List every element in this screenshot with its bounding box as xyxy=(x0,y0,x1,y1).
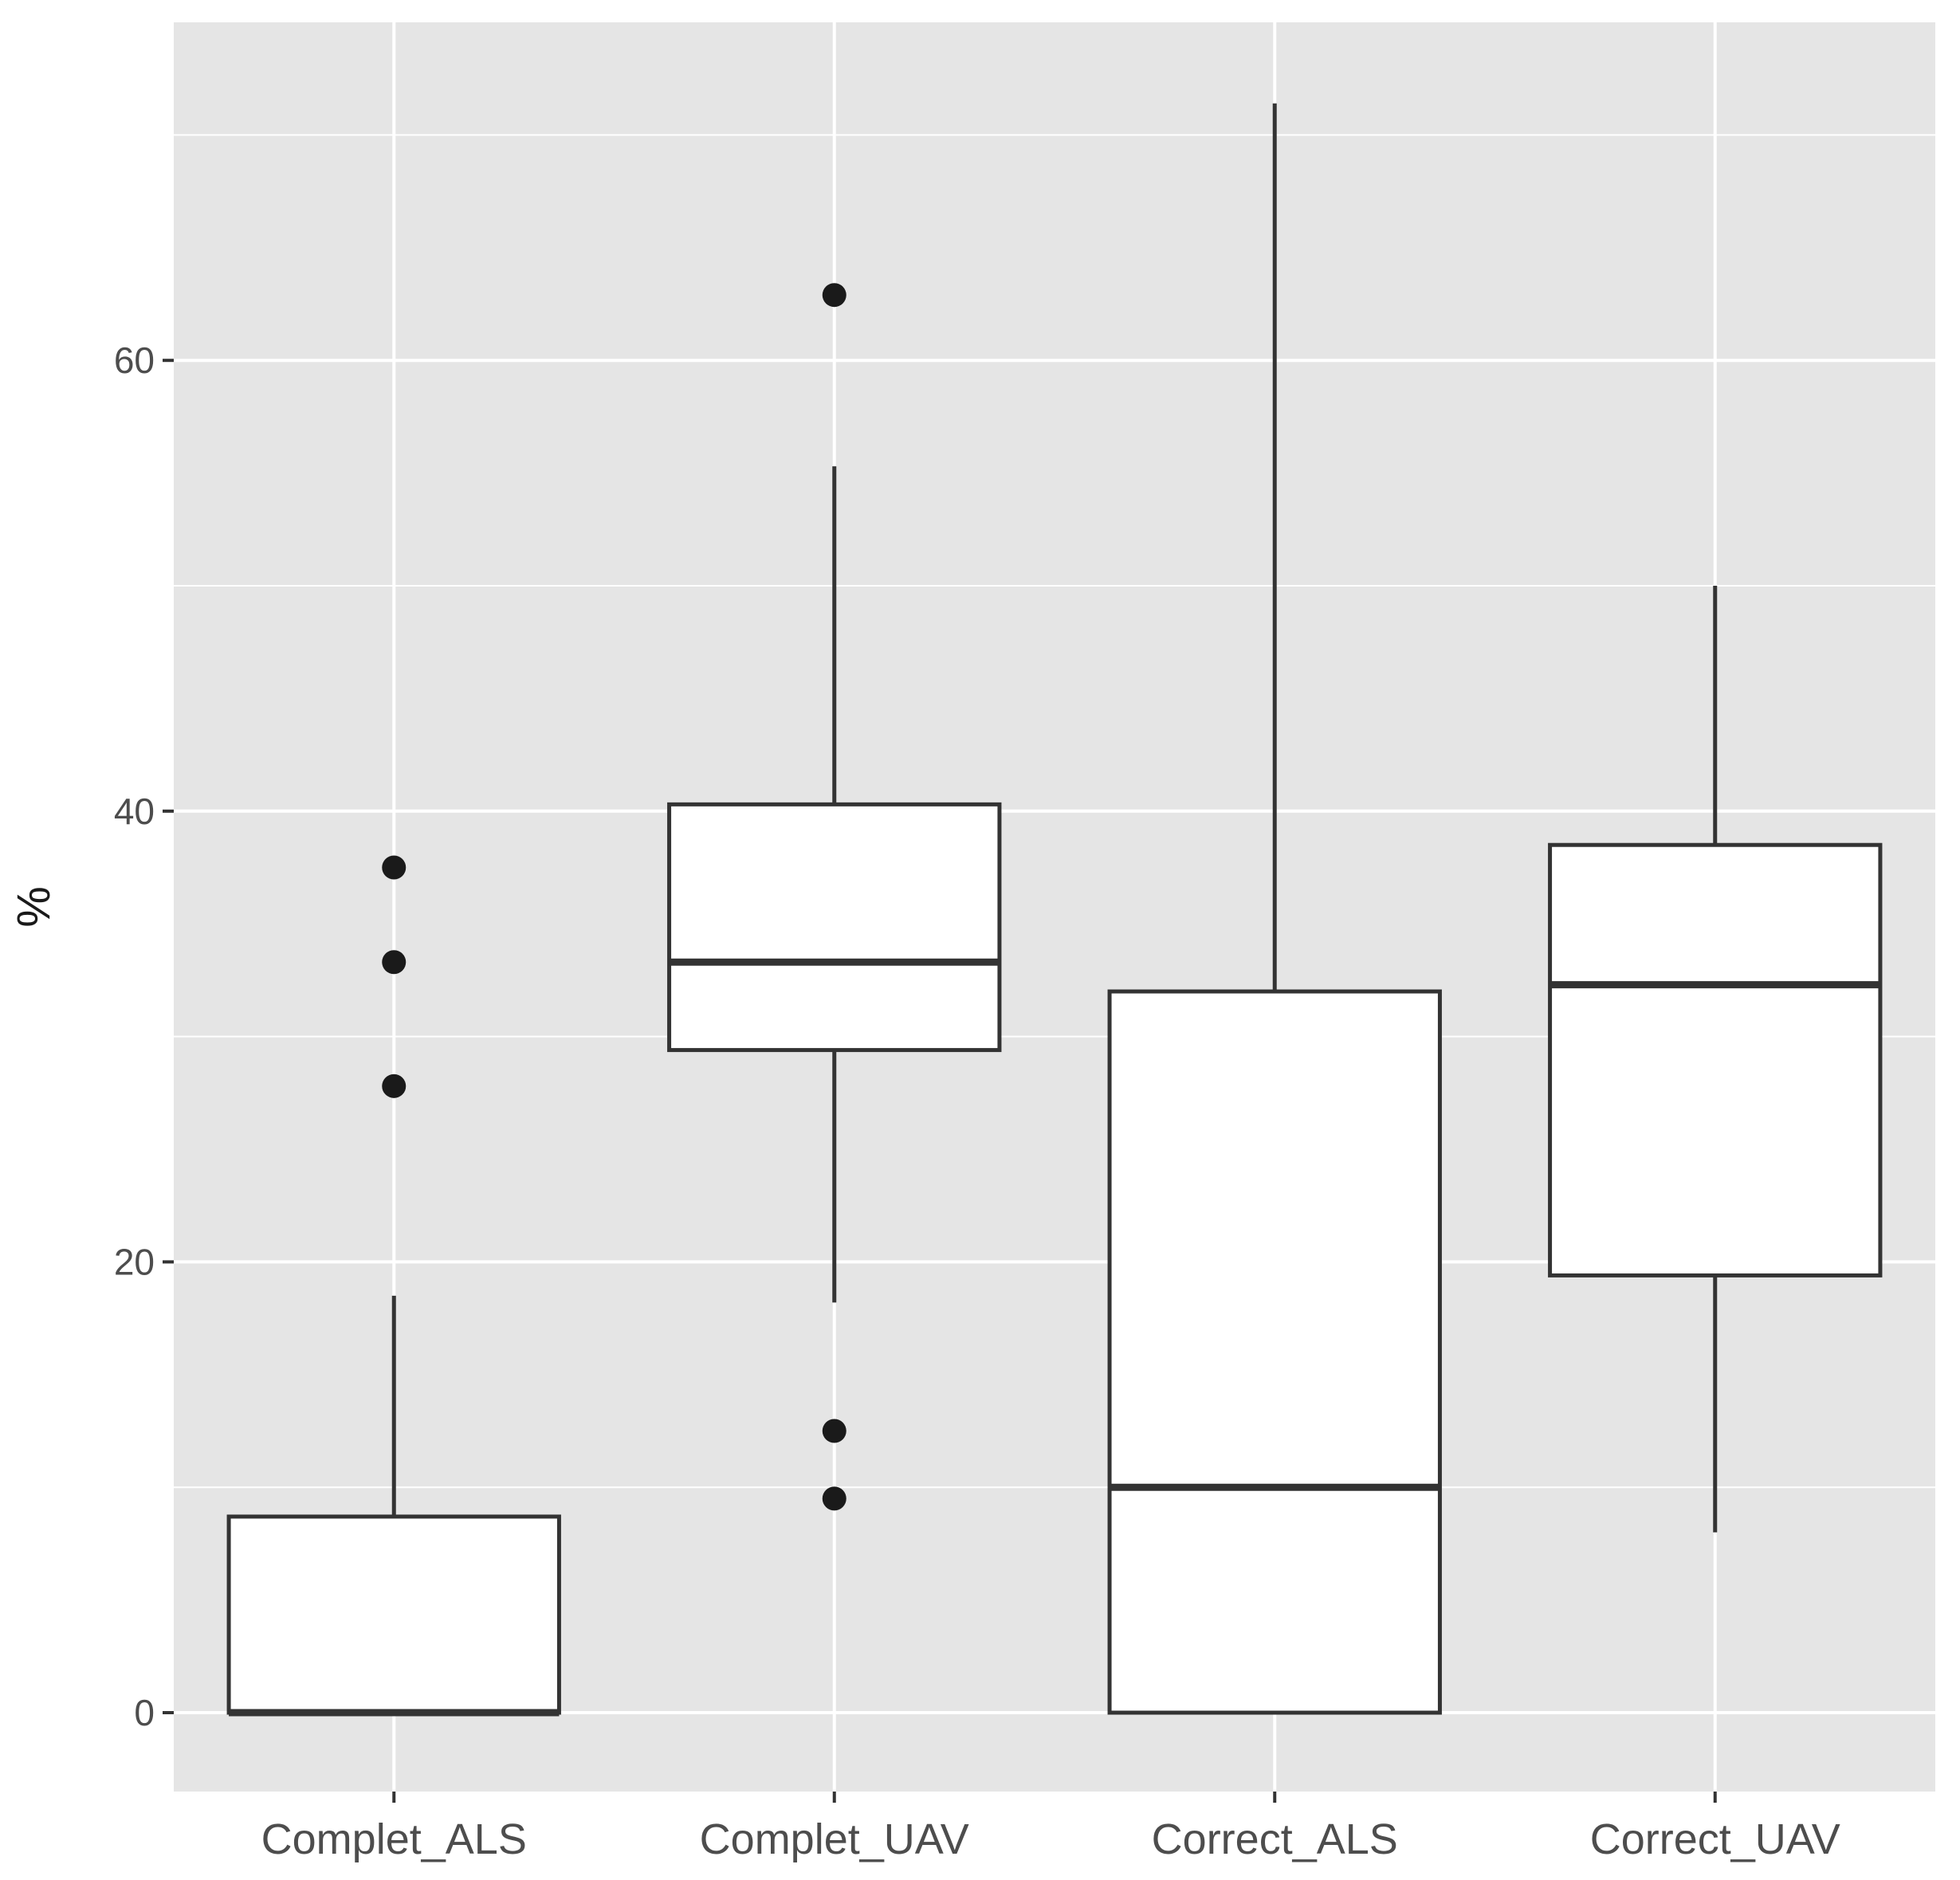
x-tick-label: Complet_ALS xyxy=(261,1815,527,1863)
y-axis: 0 20 40 60 xyxy=(114,339,174,1733)
box-iqr xyxy=(1548,842,1883,1278)
outlier-point xyxy=(382,950,407,975)
y-tick-label: 40 xyxy=(114,791,155,832)
outlier-point xyxy=(382,855,407,880)
x-axis: Complet_ALS Complet_UAV Correct_ALS Correct… xyxy=(261,1792,1840,1863)
outlier-point xyxy=(822,1419,846,1443)
minor-gridlines xyxy=(174,134,1935,1489)
y-axis-title: % xyxy=(8,886,60,928)
y-tick-label: 20 xyxy=(114,1241,155,1282)
box-group xyxy=(1107,103,1442,1715)
box-iqr xyxy=(1107,989,1442,1715)
y-tick-label: 60 xyxy=(114,339,155,381)
x-tick-label: Correct_UAV xyxy=(1590,1815,1840,1863)
outlier-point xyxy=(382,1073,407,1098)
box-group xyxy=(1548,586,1883,1533)
outlier-point xyxy=(822,283,846,308)
box-iqr xyxy=(226,1514,561,1715)
x-tick-label: Correct_ALS xyxy=(1152,1815,1398,1863)
box-group xyxy=(667,283,1002,1511)
box-iqr xyxy=(667,802,1002,1053)
x-tick-label: Complet_UAV xyxy=(700,1815,969,1863)
box-marks xyxy=(226,103,1883,1717)
outlier-point xyxy=(822,1486,846,1511)
box-group xyxy=(226,855,561,1717)
y-tick-label: 0 xyxy=(134,1692,155,1733)
